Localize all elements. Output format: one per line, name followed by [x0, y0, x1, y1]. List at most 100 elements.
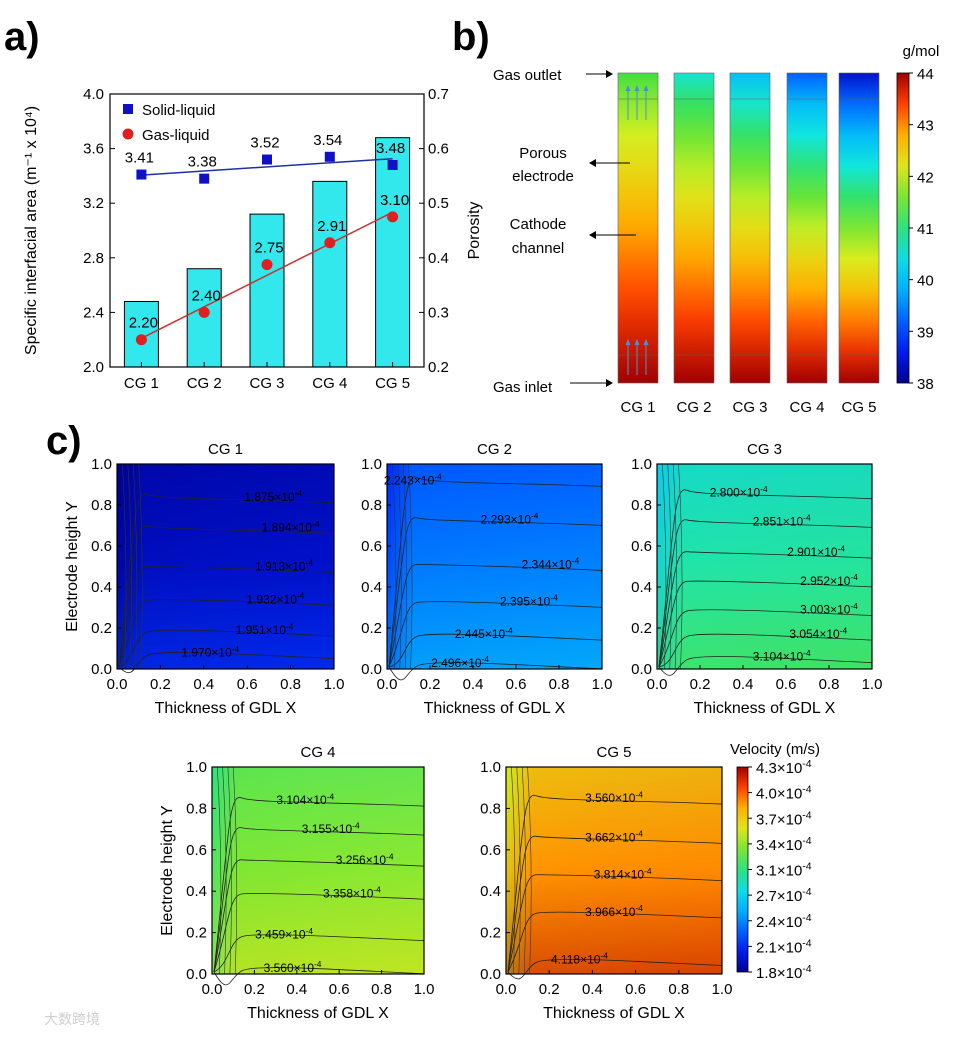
- subplot-title: CG 5: [596, 744, 631, 761]
- contour-line: [507, 794, 723, 973]
- contour-line: [658, 633, 873, 668]
- contour-line: [388, 662, 603, 681]
- contour-line: [658, 519, 873, 668]
- contour-label: 3.966×10-4: [585, 903, 643, 919]
- colorbar: [896, 72, 910, 384]
- legend-label-solid-liquid: Solid-liquid: [142, 102, 215, 119]
- x-tick-label: 0.8: [549, 676, 570, 693]
- x-tick-label: 0.6: [625, 981, 646, 998]
- legend-label-gas-liquid: Gas-liquid: [142, 127, 210, 144]
- contour-label: 3.104×10-4: [753, 648, 811, 664]
- annotation-arrowhead: [589, 159, 596, 167]
- x-tick-label: CG 2: [187, 375, 222, 392]
- gas-liquid-data-label: 2.91: [317, 218, 346, 235]
- solid-liquid-fit-line: [141, 157, 393, 176]
- channel-label: CG 3: [732, 399, 767, 416]
- contour-label: 3.054×10-4: [789, 625, 847, 641]
- contour-label: 1.932×10-4: [246, 591, 304, 607]
- contour-label: 2.800×10-4: [710, 484, 768, 500]
- y-tick-label: 0.0: [361, 661, 382, 678]
- x-tick-label: 0.8: [668, 981, 689, 998]
- contour-line: [658, 551, 873, 668]
- chart-c: 1.875×10-4 1.894×10-4 1.913×10-4 1.932×10-4…: [64, 441, 882, 1022]
- y-tick-label: 0.6: [361, 538, 382, 555]
- contour-label: 1.894×10-4: [262, 519, 320, 535]
- flow-arrowhead-bottom: [625, 339, 631, 345]
- contour-label: 2.445×10-4: [455, 625, 513, 641]
- contour-line: [388, 517, 603, 668]
- contour-label: 2.243×10-4: [384, 472, 442, 488]
- contour-label: 1.951×10-4: [236, 621, 294, 637]
- plot-frame: [211, 766, 425, 975]
- contour-line: [658, 656, 873, 676]
- contour-label: 2.293×10-4: [481, 511, 539, 527]
- x-tick-label: 0.4: [733, 676, 754, 693]
- contour-line: [658, 609, 873, 668]
- solid-liquid-point: [136, 169, 147, 180]
- contour-line: [507, 835, 723, 973]
- x-tick-label: 1.0: [414, 981, 435, 998]
- y-tick-label: 0.0: [186, 966, 207, 983]
- contour-line: [527, 766, 532, 975]
- subplot-title: CG 4: [300, 744, 335, 761]
- contour-label: 3.003×10-4: [800, 601, 858, 617]
- channel-map: [618, 73, 658, 383]
- channel-map: [674, 73, 714, 383]
- chart-a: 2.0 2.4 2.8 3.2 3.6 4.0 0.2 0.3 0.4 0.5 0.6 0.7 CG 1…: [23, 86, 483, 392]
- porosity-bar: [312, 180, 348, 368]
- contour-label: 3.104×10-4: [276, 791, 334, 807]
- channel-map: [730, 73, 770, 383]
- subplot-title: CG 2: [477, 441, 512, 458]
- contour-line: [227, 766, 232, 975]
- contour-line: [222, 766, 227, 975]
- x-tick-label: 1.0: [712, 981, 733, 998]
- channel-label: CG 4: [789, 399, 824, 416]
- x-axis-title: Thickness of GDL X: [424, 700, 566, 717]
- colorbar-tick-label: 40: [917, 273, 934, 290]
- solid-liquid-data-label: 3.54: [313, 132, 342, 149]
- y-tick-label: 0.4: [91, 579, 112, 596]
- channel-outline: [617, 72, 659, 384]
- contour-line: [213, 797, 425, 973]
- x-tick-label: 0.6: [776, 676, 797, 693]
- contour-line: [213, 934, 425, 973]
- gas-liquid-point: [387, 211, 399, 223]
- colorbar-tick-label: 3.1×10-4: [756, 861, 812, 880]
- gas-liquid-data-label: 2.75: [254, 240, 283, 257]
- x-axis-title: Thickness of GDL X: [247, 1005, 389, 1022]
- y-tick-label: 3.2: [83, 195, 104, 212]
- y2-tick-label: 0.7: [428, 86, 449, 103]
- legend-marker-solid-liquid: [123, 104, 133, 114]
- contour-line: [118, 493, 335, 668]
- x-tick-label: 1.0: [324, 676, 345, 693]
- contour-label: 3.560×10-4: [585, 789, 643, 805]
- x-axis-title: Thickness of GDL X: [543, 1005, 685, 1022]
- annotation-gas-inlet: Gas inlet: [493, 379, 553, 396]
- colorbar-tick-label: 44: [917, 66, 934, 83]
- contour-line: [516, 766, 521, 975]
- gas-liquid-data-label: 2.40: [192, 287, 221, 304]
- colorbar-unit: g/mol: [903, 43, 940, 60]
- y2-tick-label: 0.6: [428, 141, 449, 158]
- contour-line: [127, 463, 132, 670]
- channel-outline: [673, 72, 715, 384]
- flow-arrowhead-top: [643, 85, 649, 91]
- channel-map: [839, 73, 879, 383]
- solid-liquid-data-label: 3.38: [188, 154, 217, 171]
- velocity-colorbar-title: Velocity (m/s): [730, 741, 820, 758]
- y-tick-label: 1.0: [361, 456, 382, 473]
- x-tick-label: 0.4: [582, 981, 603, 998]
- x-tick-label: 0.4: [193, 676, 214, 693]
- y-tick-label: 1.0: [186, 759, 207, 776]
- flow-arrowhead-bottom: [634, 339, 640, 345]
- contour-label: 3.814×10-4: [594, 866, 652, 882]
- y-tick-label: 0.4: [361, 579, 382, 596]
- contour-line: [511, 766, 516, 975]
- y-tick-label: 0.4: [631, 579, 652, 596]
- y-tick-label: 0.4: [186, 883, 207, 900]
- x-tick-label: 0.2: [150, 676, 171, 693]
- colorbar-tick-label: 1.8×10-4: [756, 963, 812, 982]
- contour-label: 2.395×10-4: [500, 593, 558, 609]
- gas-liquid-point: [135, 334, 147, 346]
